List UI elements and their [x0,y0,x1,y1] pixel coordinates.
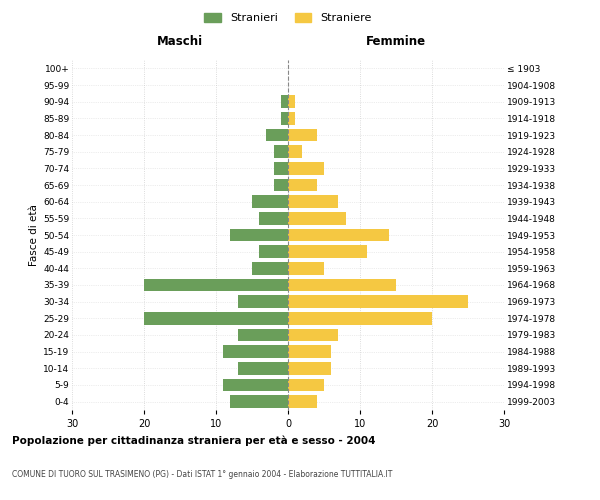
Bar [274,162,288,174]
Bar [274,146,288,158]
Y-axis label: Fasce di età: Fasce di età [29,204,39,266]
Bar [288,112,295,124]
Bar [288,96,295,108]
Bar [288,362,331,374]
Bar [281,112,288,124]
Bar [288,396,317,408]
Bar [288,279,396,291]
Bar [230,396,288,408]
Bar [144,279,288,291]
Text: COMUNE DI TUORO SUL TRASIMENO (PG) - Dati ISTAT 1° gennaio 2004 - Elaborazione T: COMUNE DI TUORO SUL TRASIMENO (PG) - Dat… [12,470,392,479]
Bar [288,229,389,241]
Text: Maschi: Maschi [157,36,203,49]
Bar [252,262,288,274]
Bar [288,162,324,174]
Bar [252,196,288,208]
Bar [238,329,288,341]
Bar [223,346,288,358]
Bar [281,96,288,108]
Bar [259,212,288,224]
Bar [223,379,288,391]
Bar [288,246,367,258]
Bar [230,229,288,241]
Bar [288,329,338,341]
Bar [274,179,288,192]
Bar [238,362,288,374]
Bar [288,312,432,324]
Bar [288,262,324,274]
Bar [288,379,324,391]
Bar [266,129,288,141]
Bar [259,246,288,258]
Bar [288,346,331,358]
Legend: Stranieri, Straniere: Stranieri, Straniere [200,8,376,28]
Bar [288,179,317,192]
Bar [288,146,302,158]
Bar [238,296,288,308]
Text: Femmine: Femmine [366,36,426,49]
Bar [288,196,338,208]
Text: Popolazione per cittadinanza straniera per età e sesso - 2004: Popolazione per cittadinanza straniera p… [12,435,376,446]
Bar [288,212,346,224]
Bar [288,129,317,141]
Bar [144,312,288,324]
Bar [288,296,468,308]
